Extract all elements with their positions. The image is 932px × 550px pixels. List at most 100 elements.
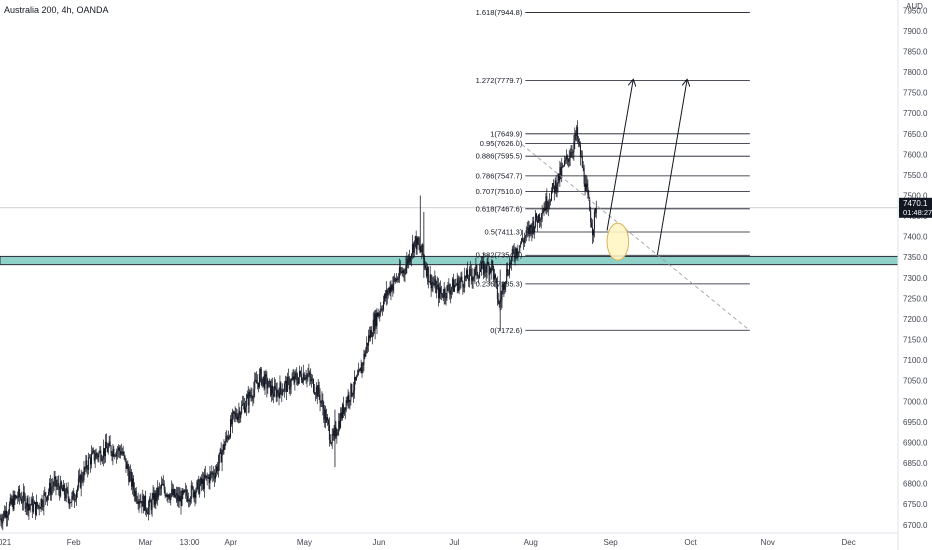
candle-body [79, 475, 81, 488]
candle-body [587, 187, 589, 195]
drawings-overlay[interactable] [516, 80, 751, 331]
candle-body [344, 407, 346, 411]
dashed-trendline[interactable] [516, 139, 751, 331]
candle-body [502, 283, 504, 291]
candle-body [338, 420, 340, 432]
candle-body [326, 417, 328, 423]
candle-body [119, 450, 121, 455]
candle-body [433, 283, 435, 285]
candle-body [298, 377, 300, 384]
candle-body [353, 390, 355, 395]
candle-body [519, 245, 521, 252]
time-axis[interactable]: 021 Feb Mar 13:00 Apr May Jun Jul Aug Sep Oct Nov De… [0, 538, 856, 547]
candle-body [187, 495, 189, 502]
candle-body [105, 441, 107, 449]
candle-body [139, 501, 141, 503]
price-tick-label: 7250.0 [903, 294, 928, 303]
candle-body [472, 277, 474, 281]
candle-body [262, 376, 264, 379]
candle-body [309, 372, 311, 377]
candle-body [522, 240, 524, 243]
fibonacci-retracement[interactable]: 1.618(7944.8) 1.272(7779.7) 1(7649.9)0.95(… [476, 8, 750, 335]
candle-body [470, 269, 472, 276]
candle-body [394, 277, 396, 279]
candle-body [530, 225, 532, 228]
candle-body [384, 294, 386, 299]
candle-body [535, 213, 537, 227]
candle-body [377, 312, 379, 317]
support-zone-rect[interactable] [0, 255, 899, 266]
candle-body [583, 167, 585, 184]
candle-body [448, 285, 450, 291]
candle-body [347, 394, 349, 403]
candle-body [528, 227, 530, 234]
candle-body [522, 238, 524, 241]
candle-body [174, 494, 176, 497]
candle-body [10, 497, 12, 504]
candle-body [91, 451, 93, 454]
candle-body [546, 196, 548, 209]
candle-body [106, 448, 108, 453]
candle-body [539, 219, 541, 222]
price-axis[interactable]: 7950.0 7900.0 7850.0 7800.0 7750.0 7700.0 7650… [903, 6, 928, 529]
candle-body [512, 248, 514, 251]
candle-body [418, 243, 420, 245]
candle-body [325, 409, 327, 423]
candle-body [191, 485, 193, 488]
candle-body [172, 489, 174, 496]
candle-body [118, 447, 120, 451]
candle-body [99, 450, 101, 453]
candle-body [283, 390, 285, 392]
candle-body [383, 294, 385, 302]
candle-body [197, 479, 199, 483]
candle-body [536, 220, 538, 223]
candle-body [34, 501, 36, 505]
candle-body [3, 511, 5, 517]
candle-body [312, 378, 314, 380]
candle-body [591, 222, 593, 228]
candle-body [504, 284, 506, 290]
candle-body [281, 389, 283, 395]
candle-body [275, 388, 277, 398]
candle-body [192, 487, 194, 497]
candle-body [75, 499, 77, 500]
candle-body [276, 390, 278, 398]
highlight-ellipse[interactable] [606, 222, 630, 261]
price-tick-label: 7800.0 [903, 68, 928, 77]
candle-body [330, 443, 332, 444]
candle-body [77, 478, 79, 488]
candle-body [343, 407, 345, 415]
candle-body [513, 250, 515, 256]
candle-body [57, 483, 59, 486]
candle-body [408, 255, 410, 264]
candle-body [410, 257, 412, 262]
candle-body [94, 458, 96, 461]
candle-body [156, 487, 158, 501]
last-price-tag: 7470.1 01:48:27 [899, 197, 932, 218]
candle-body [67, 490, 69, 499]
candle-body [115, 455, 117, 457]
candle-body [486, 261, 488, 273]
candle-body [569, 157, 571, 159]
price-tick-label: 7600.0 [903, 150, 928, 159]
candle-body [411, 243, 413, 255]
candle-body [393, 277, 395, 285]
candle-body [20, 498, 22, 503]
candle-body [498, 302, 500, 304]
candle-body [1, 521, 3, 524]
candle-body [425, 268, 427, 277]
candle-body [219, 449, 221, 453]
candle-body [417, 237, 419, 244]
candle-body [112, 448, 114, 457]
projection-arrow[interactable] [656, 80, 687, 256]
candle-body [103, 448, 105, 459]
candle-body [95, 453, 97, 459]
candle-body [458, 282, 460, 291]
projection-arrow[interactable] [606, 80, 633, 231]
price-tick-label: 6900.0 [903, 438, 928, 447]
candle-body [479, 271, 481, 278]
candle-body [201, 477, 203, 484]
candle-body [227, 437, 229, 440]
candle-body [355, 377, 357, 381]
candle-body [8, 504, 10, 514]
